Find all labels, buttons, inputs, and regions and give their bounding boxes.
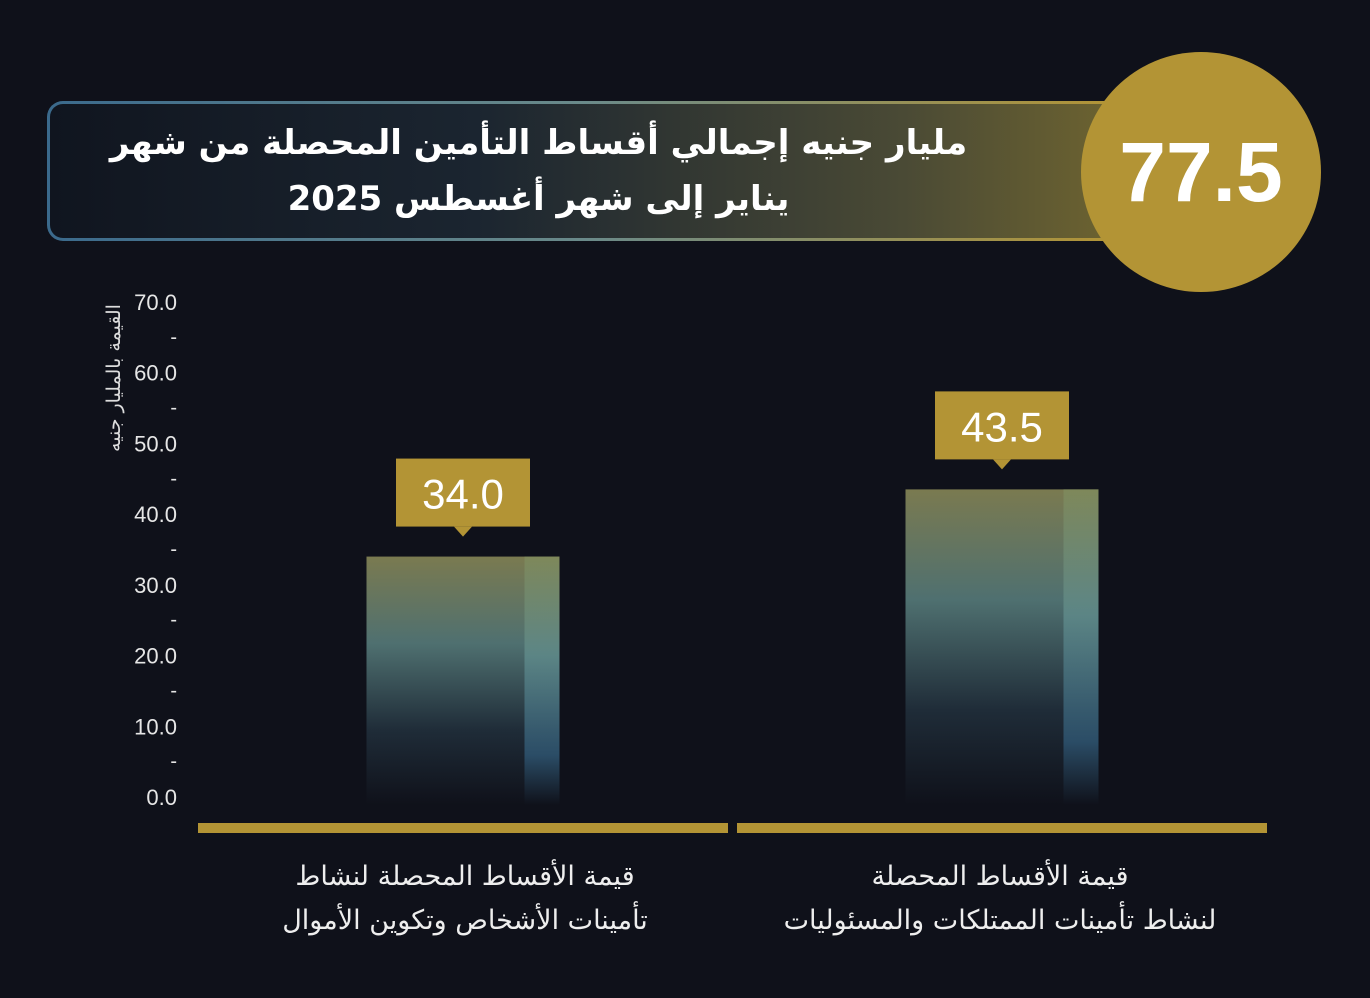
y-axis-label: القيمة بالمليار جنيه <box>103 304 125 452</box>
data-label: 43.5 <box>961 403 1043 450</box>
title-line-2: يناير إلى شهر أغسطس 2025 <box>287 179 790 219</box>
category-2-line-2: لنشاط تأمينات الممتلكات والمسئوليات <box>783 905 1217 936</box>
data-label-box <box>935 391 1069 460</box>
y-minor-tick: - <box>170 609 177 631</box>
y-minor-tick: - <box>170 751 177 773</box>
bar-highlight <box>524 556 560 805</box>
y-minor-tick: - <box>170 468 177 490</box>
baseline <box>198 823 728 833</box>
baseline <box>737 823 1267 833</box>
y-tick-label: 0.0 <box>146 785 177 810</box>
data-label-box <box>396 458 530 527</box>
category-2-line-1: قيمة الأقساط المحصلة <box>871 861 1129 892</box>
y-tick-label: 30.0 <box>134 573 177 598</box>
y-tick-label: 50.0 <box>134 431 177 456</box>
category-1-line-2: تأمينات الأشخاص وتكوين الأموال <box>282 905 648 936</box>
y-minor-tick: - <box>170 397 177 419</box>
y-minor-tick: - <box>170 680 177 702</box>
y-tick-label: 10.0 <box>134 714 177 739</box>
y-tick-label: 60.0 <box>134 361 177 386</box>
y-minor-tick: - <box>170 539 177 561</box>
title-line-1: مليار جنيه إجمالي أقساط التأمين المحصلة … <box>109 123 968 163</box>
category-label-2: قيمة الأقساط المحصلة لنشاط تأمينات الممت… <box>730 855 1270 943</box>
total-value-badge: 77.5 <box>1081 52 1321 292</box>
category-1-line-1: قيمة الأقساط المحصلة لنشاط <box>295 861 635 892</box>
y-tick-label: 20.0 <box>134 644 177 669</box>
data-label-pointer <box>454 526 472 537</box>
data-label: 34.0 <box>422 471 504 518</box>
data-label-pointer <box>993 459 1011 470</box>
bar-highlight <box>1063 489 1099 805</box>
title-box: مليار جنيه إجمالي أقساط التأمين المحصلة … <box>47 101 1120 241</box>
y-tick-label: 70.0 <box>134 290 177 315</box>
y-tick-label: 40.0 <box>134 502 177 527</box>
y-minor-tick: - <box>170 326 177 348</box>
category-label-1: قيمة الأقساط المحصلة لنشاط تأمينات الأشخ… <box>195 855 735 943</box>
